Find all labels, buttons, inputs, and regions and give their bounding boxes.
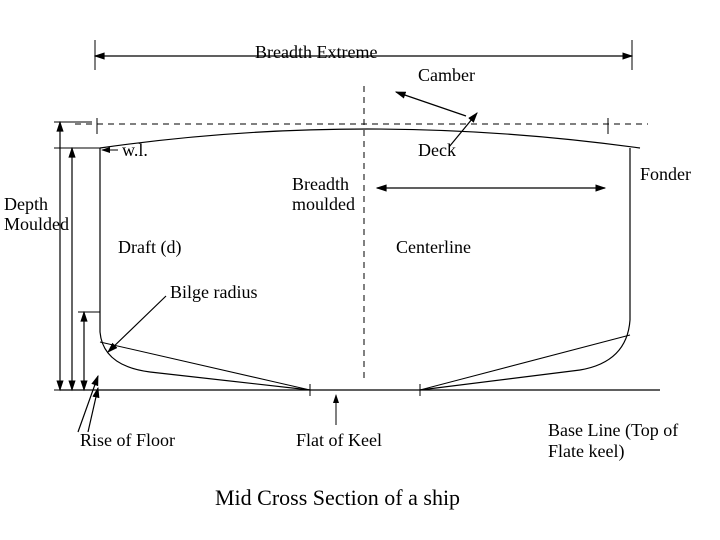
diagram-title: Mid Cross Section of a ship <box>215 485 460 511</box>
label-draft: Draft (d) <box>118 237 181 258</box>
floor-left <box>150 372 310 390</box>
camber-arrow <box>396 92 466 116</box>
label-rise-of-floor: Rise of Floor <box>80 430 175 451</box>
label-base-line: Base Line (Top of Flate keel) <box>548 420 678 461</box>
label-breadth-extreme: Breadth Extreme <box>255 42 377 63</box>
label-fonder: Fonder <box>640 164 691 185</box>
floor-right <box>420 370 580 390</box>
label-bilge-radius: Bilge radius <box>170 282 258 303</box>
label-deck: Deck <box>418 140 456 161</box>
label-camber: Camber <box>418 65 475 86</box>
bilge-radius-arrow <box>108 296 166 352</box>
bilge-right <box>580 320 630 370</box>
rise-of-floor-arrow-2 <box>88 388 98 432</box>
rise-construction-left <box>100 342 310 390</box>
label-wl: w.l. <box>122 140 148 161</box>
label-centerline: Centerline <box>396 237 471 258</box>
label-depth-moulded: Depth Moulded <box>4 195 69 235</box>
deck-curve <box>100 129 640 148</box>
label-breadth-moulded: Breadth moulded <box>292 175 355 215</box>
rise-of-floor-arrow-1 <box>78 376 98 432</box>
diagram-canvas: Breadth Extreme Camber w.l. Deck Fonder … <box>0 0 720 540</box>
rise-construction-right <box>420 335 630 390</box>
label-flat-of-keel: Flat of Keel <box>296 430 382 451</box>
